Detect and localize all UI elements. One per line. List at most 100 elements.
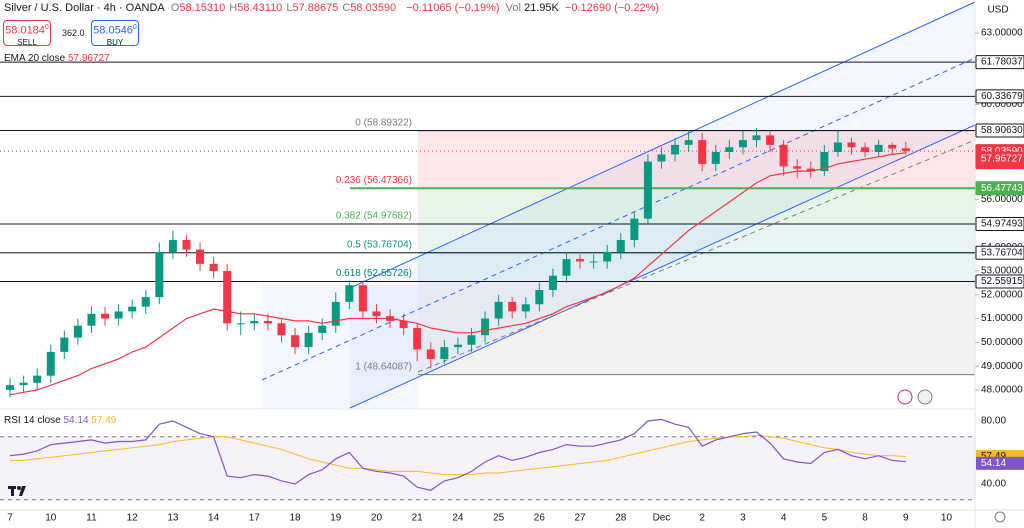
ohlc-value: 58.43110 [237,2,283,14]
rsi-value: 54.14 [63,415,89,426]
rsi-tag-label: 54.14 [981,458,1006,469]
rsi-tag [976,456,1024,470]
rsi-line [9,418,906,491]
y-tick-label: 51.00000 [981,313,1023,324]
x-tick-label: 24 [452,513,464,524]
x-tick-label: 18 [289,513,301,524]
candle-body [793,166,802,169]
candle-body [752,135,761,141]
candle-body [820,152,829,172]
y-tick-label: 49.00000 [981,361,1023,372]
fib-label: 0 (58.89322) [355,117,412,128]
event-icon[interactable] [897,389,913,405]
flag-icon[interactable] [917,389,933,405]
settings-icon[interactable] [994,511,1006,523]
candle-body [304,332,313,348]
candle-body [535,290,544,305]
channel-lines [261,1,976,409]
level-tag [975,181,1024,196]
level-tag [975,245,1024,260]
x-tick-label: 10 [941,513,953,524]
x-tick-label: 21 [412,513,424,524]
candle-body [576,259,585,262]
x-tick-label: Dec [653,513,671,524]
candle-body [73,325,82,338]
buy-sup: 0 [132,24,137,31]
fib-zone [418,188,975,224]
candle-body [87,313,96,326]
channel-fill [350,2,975,408]
y-tick-label: 63.00000 [981,28,1023,39]
level-tag-label: 60.33679 [981,91,1023,102]
buy-label: BUY [106,38,124,48]
volume: 21.95K [523,2,559,14]
x-tick-label: 12 [127,513,139,524]
currency: USD [987,5,1008,16]
ohlc-value: 57.88675 [292,2,339,14]
ohlc-label: L [286,2,293,14]
x-tick-label: 26 [534,513,546,524]
candle-body [481,318,490,336]
rsi-tick-label: 40.00 [981,479,1006,490]
candle-body [33,375,42,383]
candle-body [711,152,720,164]
y-tick-label: 50.00000 [981,337,1023,348]
level-tag [975,89,1024,104]
fib-label: 1 (48.64087) [355,361,412,372]
y-tick-label: 53.00000 [981,266,1023,277]
tv-logo [8,486,26,496]
y-tick-label: 48.00000 [981,385,1023,396]
x-tick-label: 28 [615,513,627,524]
candle-body [60,337,69,352]
x-tick-label: 20 [371,513,383,524]
candle-body [508,301,517,312]
candle-body [589,261,598,263]
candle-body [6,385,15,390]
volume-label: Vol [505,2,521,14]
candle-body [698,140,707,164]
level-tag-label: 56.47743 [981,183,1023,194]
buy-button[interactable]: 58.05460 BUY [91,20,139,48]
channel-fill-left [262,285,418,408]
ohlc-label: O [170,2,180,14]
channel-upper [349,1,976,289]
x-tick-label: 25 [493,513,505,524]
ohlc-label: C [342,2,351,14]
volume-change: −0.12690 (−0.22%) [564,2,660,14]
sell-button[interactable]: 58.01840 SELL [3,20,51,47]
x-tick-label: 10 [45,513,57,524]
level-tag-label: 58.90630 [981,125,1023,136]
candle-body [209,263,218,271]
ohlc-value: 58.15310 [179,2,226,14]
candle-body [413,328,422,350]
candle-body [168,240,177,252]
candle-body [779,144,788,167]
y-tick-label: 52.00000 [981,289,1023,300]
candle-body [874,144,883,153]
candle-body [657,154,666,162]
candle-body [494,301,503,319]
last-price-tag-label: 58.03590 [981,146,1023,157]
fib-zone [418,281,975,375]
x-tick-label: 5 [822,513,828,524]
fib-zone [418,252,975,282]
x-tick-label: 14 [208,513,220,524]
level-tag [975,123,1024,138]
background-layer [262,2,975,408]
buy-price: 58.0546 [93,24,133,37]
x-tick-label: 27 [574,513,586,524]
candle-body [440,347,449,359]
ema-value: 57.96727 [67,53,110,64]
candle-body [250,320,259,324]
fib-label: 0.236 (56.47366) [336,175,412,186]
level-tag [975,274,1024,289]
candle-body [46,351,55,376]
symbol-header: Silver / U.S. Dollar · 4h · OANDA O58.15… [4,2,662,14]
candle-body [630,218,639,241]
candle-body [467,335,476,345]
candle-body [101,313,110,319]
candle-body [616,240,625,252]
level-tag-label: 61.78037 [981,57,1023,68]
